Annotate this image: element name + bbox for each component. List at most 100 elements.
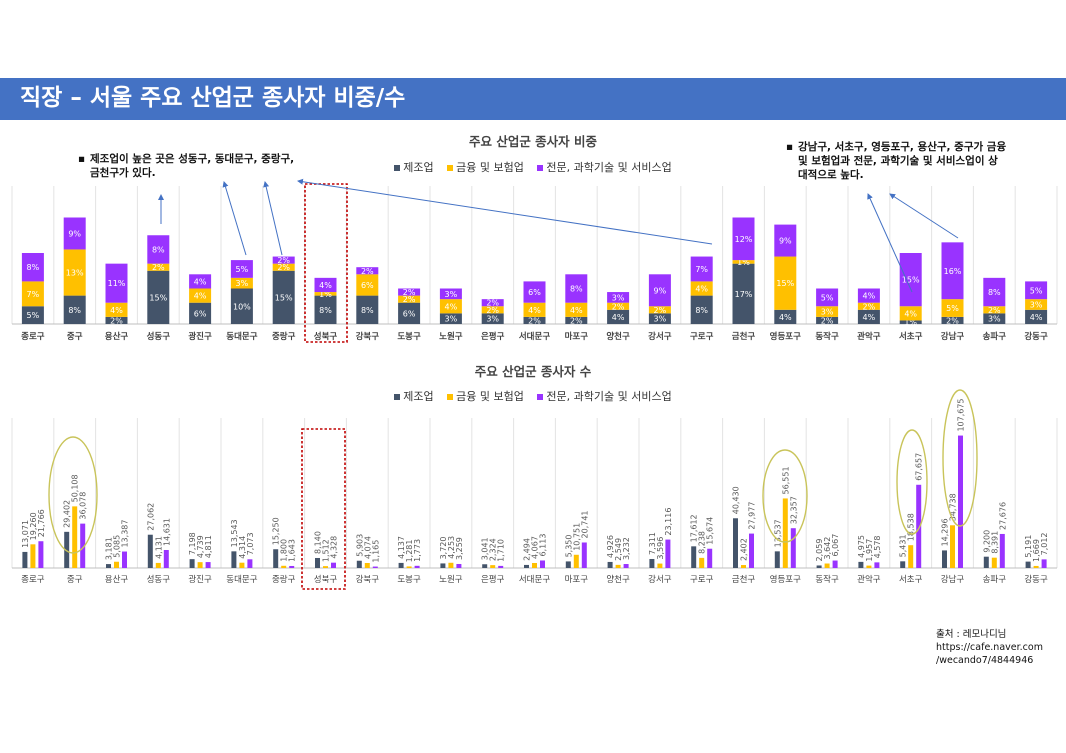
bar (64, 531, 70, 568)
x-tick-label: 노원구 (439, 575, 463, 585)
bar (155, 562, 161, 568)
data-label: 7% (695, 265, 708, 274)
data-label: 2% (654, 306, 667, 315)
data-label: 4% (612, 313, 625, 322)
data-label: 3,596 (656, 537, 665, 560)
x-tick-label: 강동구 (1024, 574, 1048, 585)
bar-segment (21, 281, 44, 307)
bar (649, 559, 655, 568)
x-tick-label: 동대문구 (226, 331, 257, 342)
title-banner (0, 78, 1066, 120)
bar-segment (732, 217, 755, 261)
data-label: 3% (236, 279, 249, 288)
bar (524, 564, 529, 568)
data-label: 17,612 (690, 514, 699, 542)
chart-title-count: 주요 산업군 종사자 수 (474, 364, 592, 379)
bar-segment (314, 277, 337, 293)
data-label: 2,494 (523, 538, 532, 561)
note-line: 제조업이 높은 곳은 성동구, 동대문구, 중랑구, (90, 153, 295, 165)
data-label: 4,074 (363, 536, 372, 559)
bar-segment (439, 299, 462, 314)
data-label: 6% (361, 281, 374, 290)
bar-segment (732, 260, 755, 264)
x-tick-label: 도봉구 (397, 575, 421, 585)
x-tick-label: 강북구 (356, 331, 380, 342)
data-label: 9,200 (982, 530, 991, 553)
data-label: 4% (904, 309, 917, 318)
x-tick-label: 영등포구 (770, 331, 801, 342)
data-label: 2% (946, 316, 959, 325)
note-finance-professional: ▪ 강남구, 서초구, 영등포구, 용산구, 중구가 금융 및 보험업과 전문,… (786, 141, 1007, 181)
bar (774, 551, 780, 568)
data-label: 2% (152, 263, 165, 272)
bar-segment (983, 313, 1006, 324)
data-label: 4% (779, 313, 792, 322)
bar (816, 565, 822, 568)
x-tick-label: 관악구 (857, 574, 881, 585)
data-label: 6% (194, 309, 207, 318)
bar-segment (607, 309, 630, 324)
x-tick-label: 은평구 (481, 574, 505, 585)
data-label: 3% (1030, 300, 1043, 309)
bar (406, 566, 412, 568)
bar (983, 556, 989, 568)
bar (657, 563, 663, 568)
bar (490, 565, 496, 568)
bar-segment (147, 235, 170, 264)
bar (782, 498, 788, 568)
x-tick-label: 성동구 (147, 331, 171, 342)
data-label: 5% (821, 293, 834, 302)
data-label: 15,674 (706, 517, 715, 545)
bar (147, 534, 153, 568)
bar-segment (774, 256, 797, 310)
data-label: 50,108 (71, 474, 80, 502)
data-label: 16% (944, 267, 962, 276)
bar-segment (1025, 281, 1048, 300)
bar (573, 554, 579, 568)
bar-segment (314, 292, 337, 296)
bar (908, 545, 914, 568)
data-label: 8% (27, 263, 40, 272)
data-label: 2,402 (740, 538, 749, 561)
bar-segment (816, 288, 839, 307)
data-label: 15,250 (272, 517, 281, 545)
bar-segment (21, 306, 44, 324)
data-label: 2,549 (614, 538, 623, 561)
x-tick-label: 금천구 (732, 331, 756, 342)
bar (733, 518, 738, 568)
x-tick-label: 서초구 (899, 575, 923, 585)
data-label: 21,766 (37, 509, 46, 537)
data-label: 5,350 (564, 535, 573, 558)
data-label: 15% (902, 276, 920, 285)
bar (231, 551, 237, 568)
data-label: 4% (110, 306, 123, 315)
bar-segment (105, 316, 128, 324)
x-tick-label: 양천구 (606, 574, 630, 585)
bar (163, 550, 169, 568)
bar-segment (690, 256, 713, 282)
annotation-arrow (222, 181, 247, 256)
data-label: 5,903 (355, 534, 364, 557)
data-label: 9% (68, 229, 81, 238)
annotation-arrow (263, 181, 283, 256)
bar (581, 542, 587, 568)
data-label: 2% (277, 256, 290, 265)
data-label: 5% (1030, 286, 1043, 295)
bar (999, 533, 1005, 568)
bar (1033, 565, 1039, 568)
data-label: 1% (319, 290, 332, 299)
x-tick-label: 금천구 (732, 574, 756, 585)
x-tick-label: 용산구 (105, 331, 129, 342)
chart-title-share: 주요 산업군 종사자 비중 (468, 134, 598, 149)
bar (623, 564, 629, 568)
bar (440, 563, 446, 568)
x-tick-label: 강남구 (941, 574, 965, 585)
data-label: 36,078 (79, 492, 88, 520)
highlight-ellipse (762, 449, 808, 543)
bar (323, 566, 328, 568)
bar (372, 566, 378, 568)
x-tick-label: 중랑구 (272, 331, 296, 342)
data-label: 23,116 (664, 508, 673, 536)
bar-segment (648, 274, 671, 307)
data-label: 7,311 (648, 532, 657, 555)
